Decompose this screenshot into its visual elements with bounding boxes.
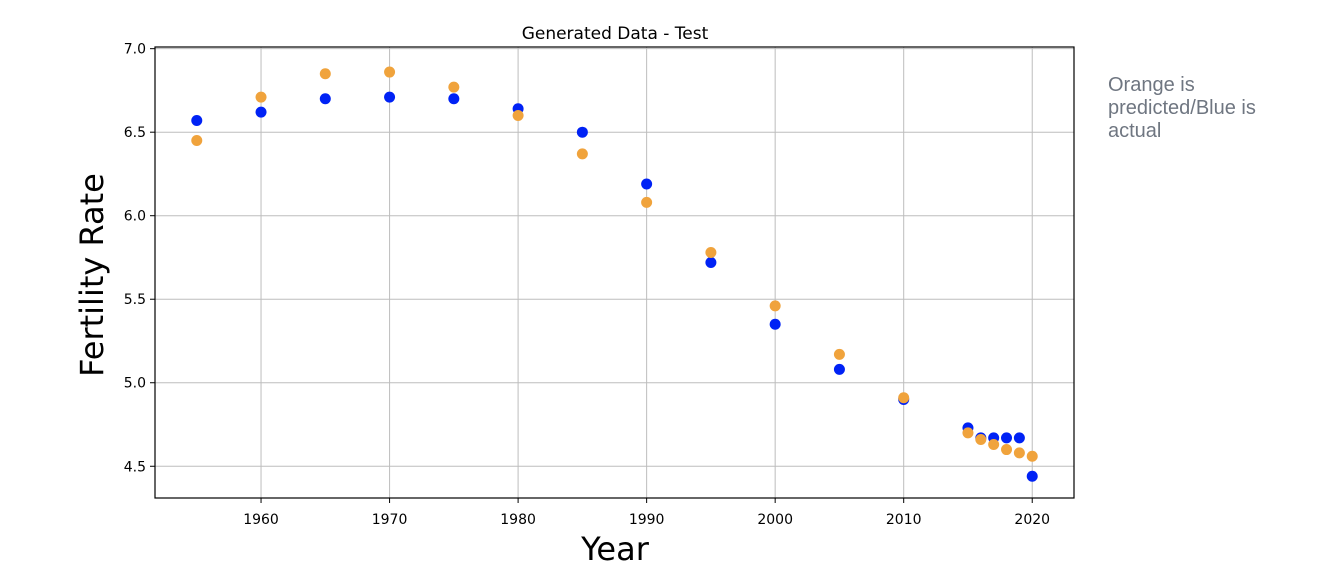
actual-point bbox=[705, 256, 717, 268]
predicted-point bbox=[641, 196, 653, 208]
predicted-point bbox=[988, 439, 1000, 451]
x-tick-label: 1990 bbox=[629, 512, 665, 528]
actual-point bbox=[641, 178, 653, 190]
predicted-point bbox=[576, 148, 588, 160]
chart-title: Generated Data - Test bbox=[522, 24, 709, 44]
predicted-point bbox=[705, 246, 717, 258]
x-axis-title: Year bbox=[580, 530, 650, 568]
grid-lines bbox=[155, 47, 1074, 498]
x-tick-label: 2020 bbox=[1014, 512, 1050, 528]
predicted-point bbox=[898, 392, 910, 404]
predicted-point bbox=[319, 68, 331, 80]
y-tick-label: 5.0 bbox=[124, 376, 146, 392]
plot-area-frame bbox=[154, 46, 1075, 499]
actual-point bbox=[384, 91, 396, 103]
chart-note: Orange is predicted/Blue is actual bbox=[1108, 74, 1256, 142]
y-tick-label: 5.5 bbox=[124, 292, 146, 308]
actual-point bbox=[1026, 470, 1038, 482]
data-points bbox=[191, 66, 1038, 482]
x-tick-label: 1970 bbox=[372, 512, 408, 528]
x-tick-label: 1980 bbox=[500, 512, 536, 528]
x-tick-label: 2010 bbox=[886, 512, 922, 528]
axis-ticks: 1960 1970 1980 1990 2000 2010 2020 4.5 5.0 5.5 6.0… bbox=[124, 42, 1050, 528]
x-tick-label: 1960 bbox=[243, 512, 279, 528]
y-tick-label: 6.0 bbox=[124, 209, 146, 225]
predicted-point bbox=[191, 135, 203, 147]
actual-point bbox=[769, 318, 781, 330]
predicted-point bbox=[833, 348, 845, 360]
actual-point bbox=[191, 114, 203, 126]
actual-point bbox=[319, 93, 331, 105]
predicted-point bbox=[384, 66, 396, 78]
x-tick-label: 2000 bbox=[757, 512, 793, 528]
predicted-point bbox=[769, 300, 781, 312]
y-axis-title: Fertility Rate bbox=[73, 173, 111, 377]
predicted-point bbox=[255, 91, 267, 103]
predicted-point bbox=[512, 109, 524, 121]
y-tick-label: 4.5 bbox=[124, 459, 146, 475]
predicted-point bbox=[962, 427, 974, 439]
actual-point bbox=[255, 106, 267, 118]
predicted-point bbox=[1026, 450, 1038, 462]
predicted-point bbox=[1001, 444, 1013, 456]
actual-point bbox=[1013, 432, 1025, 444]
actual-point bbox=[1001, 432, 1013, 444]
actual-point bbox=[833, 363, 845, 375]
predicted-point bbox=[1013, 447, 1025, 459]
y-tick-label: 6.5 bbox=[124, 125, 146, 141]
actual-point bbox=[576, 126, 588, 138]
predicted-point bbox=[448, 81, 460, 93]
y-tick-label: 7.0 bbox=[124, 42, 146, 58]
predicted-point bbox=[975, 434, 987, 446]
actual-point bbox=[448, 93, 460, 105]
